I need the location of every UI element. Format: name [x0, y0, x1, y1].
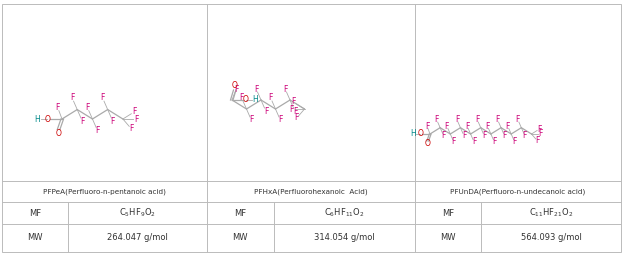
Text: PFHxA(Perfluorohexanoic  Acid): PFHxA(Perfluorohexanoic Acid): [254, 188, 368, 195]
Text: C$_5$HF$_9$O$_2$: C$_5$HF$_9$O$_2$: [119, 207, 156, 219]
Text: O: O: [56, 129, 62, 138]
Text: F: F: [239, 93, 244, 103]
Text: MW: MW: [440, 233, 455, 243]
Text: F: F: [283, 85, 287, 93]
Text: F: F: [95, 126, 100, 135]
Text: O: O: [425, 139, 431, 148]
Text: H: H: [34, 115, 40, 123]
Text: F: F: [445, 122, 449, 131]
Text: 564.093 g/mol: 564.093 g/mol: [521, 233, 581, 243]
Text: F: F: [523, 131, 527, 140]
Text: F: F: [254, 85, 258, 93]
Text: F: F: [269, 93, 273, 103]
Text: F: F: [535, 136, 540, 145]
Text: H: H: [252, 96, 258, 104]
Text: F: F: [135, 115, 139, 123]
Text: C$_6$HF$_{11}$O$_2$: C$_6$HF$_{11}$O$_2$: [324, 207, 364, 219]
Text: O: O: [417, 130, 423, 138]
Text: F: F: [294, 114, 298, 122]
Text: PFUnDA(Perfluoro‐n‐undecanoic acid): PFUnDA(Perfluoro‐n‐undecanoic acid): [450, 188, 586, 195]
Text: F: F: [289, 104, 293, 114]
Text: MF: MF: [29, 209, 41, 217]
Text: O: O: [44, 115, 50, 123]
Text: F: F: [465, 122, 469, 131]
Text: MW: MW: [27, 233, 42, 243]
Text: F: F: [538, 130, 543, 138]
Text: PFPeA(Perfluoro‐n‐pentanoic acid): PFPeA(Perfluoro‐n‐pentanoic acid): [43, 188, 166, 195]
Text: MF: MF: [234, 209, 246, 217]
Text: MF: MF: [442, 209, 454, 217]
Text: F: F: [505, 122, 510, 131]
Text: O: O: [232, 82, 238, 90]
Text: F: F: [249, 116, 254, 124]
Text: F: F: [502, 131, 506, 140]
Text: F: F: [70, 93, 74, 103]
Text: F: F: [234, 85, 238, 93]
Text: 314.054 g/mol: 314.054 g/mol: [314, 233, 374, 243]
Text: F: F: [516, 116, 520, 124]
Text: F: F: [472, 137, 477, 146]
Text: F: F: [264, 106, 268, 116]
Text: F: F: [425, 122, 429, 131]
Text: F: F: [452, 137, 456, 146]
Text: F: F: [85, 103, 89, 112]
Text: F: F: [132, 107, 136, 116]
Text: F: F: [278, 116, 283, 124]
Text: F: F: [293, 106, 297, 116]
Text: C$_{11}$HF$_{21}$O$_2$: C$_{11}$HF$_{21}$O$_2$: [529, 207, 573, 219]
Text: F: F: [475, 116, 480, 124]
Text: F: F: [455, 116, 459, 124]
Text: F: F: [482, 131, 487, 140]
Text: F: F: [129, 124, 133, 133]
Text: F: F: [55, 103, 60, 112]
Text: F: F: [100, 93, 105, 103]
Text: F: F: [495, 116, 500, 124]
Text: F: F: [492, 137, 497, 146]
Text: F: F: [537, 125, 541, 134]
Text: H: H: [411, 130, 416, 138]
Text: F: F: [485, 122, 490, 131]
Text: O: O: [243, 96, 249, 104]
Text: F: F: [434, 116, 439, 124]
Text: F: F: [292, 98, 296, 106]
Text: F: F: [442, 131, 446, 140]
Text: F: F: [462, 131, 466, 140]
Text: F: F: [513, 137, 517, 146]
Text: MW: MW: [232, 233, 248, 243]
Text: F: F: [80, 117, 85, 125]
Text: 264.047 g/mol: 264.047 g/mol: [107, 233, 168, 243]
Text: F: F: [111, 117, 115, 125]
